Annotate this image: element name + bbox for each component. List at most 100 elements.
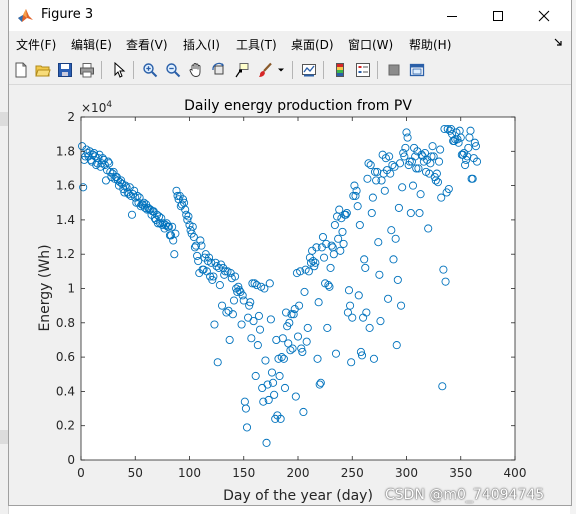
new-file-icon [15,62,27,78]
data-point [351,191,360,200]
show-plot-tools-button[interactable] [407,60,427,80]
data-point [265,279,274,288]
figure-canvas: 0 50 100 150 200 250 300 350 400 0 0.2 0.4 0.6 0.8 1 1… [9,85,571,505]
menu-edit[interactable]: 编辑(E) [71,38,112,52]
data-point [339,239,348,248]
pan-button[interactable] [186,60,206,80]
data-point [316,378,325,387]
zoom-in-button[interactable] [140,60,160,80]
menu-desktop[interactable]: 桌面(D) [291,38,334,52]
link-plot-button[interactable] [299,60,319,80]
data-point [228,310,237,319]
y-exponent-text: ×10 [81,101,106,115]
data-point [443,124,452,134]
data-point [213,358,222,367]
x-tick-label: 100 [178,466,201,480]
maximize-button[interactable] [475,0,521,31]
data-point [365,323,374,332]
data-point [352,186,361,195]
data-point [270,390,279,399]
data-point [117,176,126,185]
data-point [375,270,384,279]
y-tick-label: 1.4 [56,213,75,227]
menu-tools[interactable]: 工具(T) [236,38,277,52]
data-point [191,241,201,250]
insert-legend-button[interactable] [353,60,373,80]
data-point [291,392,300,401]
data-point [106,167,115,176]
title-bar[interactable]: Figure 3 [9,0,571,31]
data-point [471,142,480,151]
menu-insert[interactable]: 插入(I) [183,38,220,52]
data-cursor-button[interactable] [232,60,252,80]
data-point [247,334,256,343]
data-point [428,142,437,151]
data-point [361,263,370,272]
close-button[interactable] [521,0,567,31]
data-point [251,371,260,381]
data-point [440,124,449,134]
data-point [314,298,323,307]
data-point [293,332,303,341]
data-point [384,294,393,303]
window-title: Figure 3 [41,7,94,22]
data-point [374,238,383,247]
data-point [286,346,295,355]
menu-file[interactable]: 文件(F) [16,38,57,52]
data-point [331,349,341,358]
rotate-3d-button[interactable] [209,60,229,80]
minimize-button[interactable] [429,0,475,31]
data-point [394,203,403,212]
data-point [279,354,288,363]
menu-window[interactable]: 窗口(W) [348,38,394,52]
data-point [312,243,321,252]
data-point [277,353,286,362]
data-point [368,193,377,202]
data-point [298,347,307,357]
data-point [370,167,380,176]
scatter-plot[interactable]: 0 50 100 150 200 250 300 350 400 0 0.2 0.4 0.6 0.8 1 1… [9,85,571,505]
dock-arrow-icon[interactable] [553,37,563,47]
show-plot-tools-icon [409,63,425,77]
data-point [215,281,224,290]
y-exponent-power: 4 [106,100,112,110]
brush-dropdown[interactable] [275,60,287,80]
data-point [372,176,381,185]
insert-colorbar-button[interactable] [330,60,350,80]
data-point [366,160,375,170]
save-button[interactable] [55,60,75,80]
x-tick-label: 50 [128,466,143,480]
data-point [346,301,355,310]
data-point [342,208,351,218]
menu-view[interactable]: 查看(V) [126,38,168,52]
data-point [330,220,339,230]
menu-help[interactable]: 帮助(H) [409,38,452,52]
print-button[interactable] [77,60,97,80]
zoom-out-button[interactable] [163,60,183,80]
data-point [241,404,250,413]
brush-button[interactable] [255,60,275,80]
data-point [400,152,409,161]
data-point [266,315,275,324]
data-point [254,311,263,320]
new-figure-button[interactable] [11,60,31,80]
data-point [245,301,254,310]
data-point [322,239,331,248]
data-point [398,183,407,192]
open-file-button[interactable] [33,60,53,80]
data-point [348,313,357,322]
data-point [105,159,114,168]
select-button[interactable] [109,60,129,80]
chart-title: Daily energy production from PV [184,98,412,114]
data-point [217,301,227,310]
data-point [412,164,421,173]
desktop-edge-fragment [0,430,8,444]
hide-plot-tools-button[interactable] [384,60,404,80]
data-point [296,267,305,276]
data-point [229,296,239,305]
data-point [231,272,240,281]
data-point [393,275,402,284]
data-point [250,279,259,288]
data-point [237,320,246,329]
data-point [444,184,453,194]
